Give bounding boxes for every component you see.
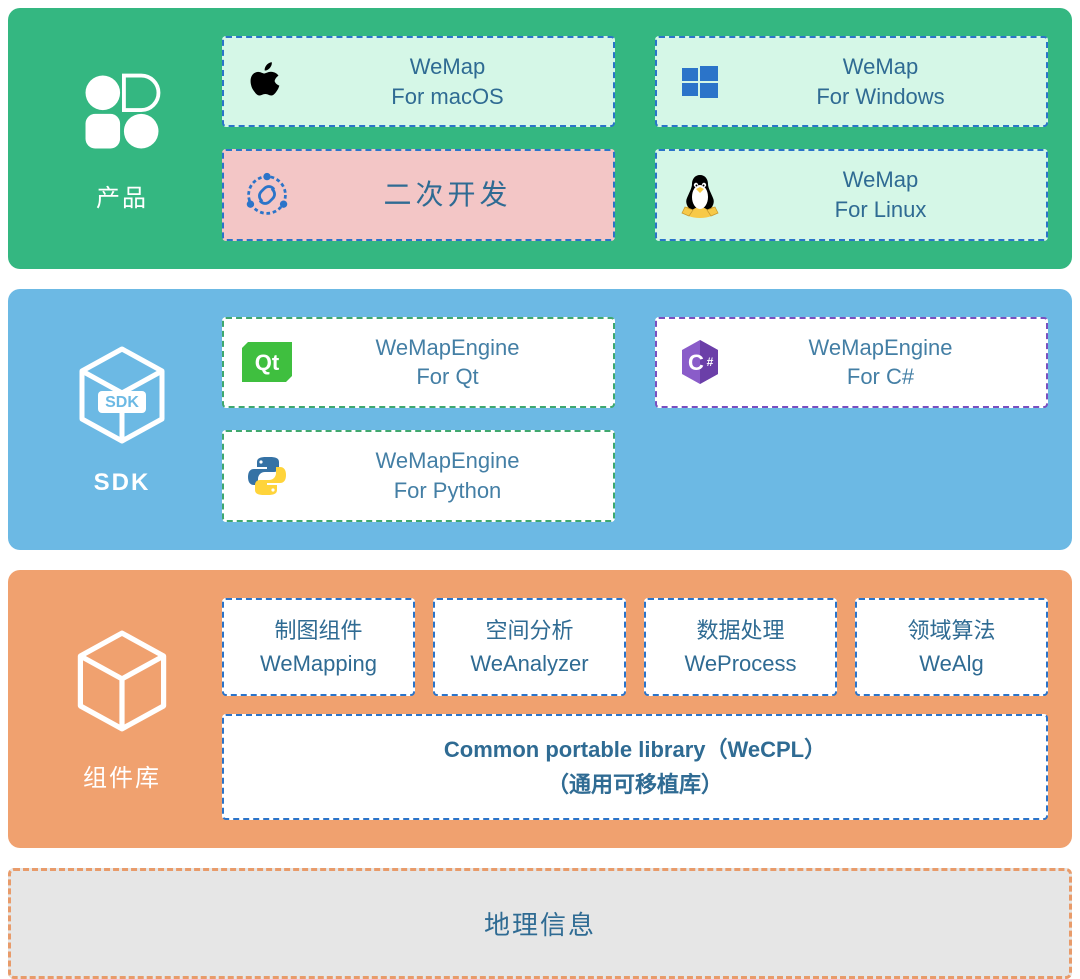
- product-card-text: 二次开发: [300, 176, 595, 214]
- sdk-card-text: WeMapEngine For Qt: [300, 333, 595, 392]
- component-wealg: 领域算法 WeAlg: [855, 598, 1048, 696]
- csharp-icon: C #: [675, 337, 725, 387]
- product-layer-header: 产品: [22, 64, 222, 213]
- components-row: 制图组件 WeMapping 空间分析 WeAnalyzer 数据处理 WePr…: [222, 598, 1048, 696]
- product-card-macos: WeMap For macOS: [222, 36, 615, 127]
- sdk-layer-header: SDK SDK: [22, 341, 222, 497]
- component-weanalyzer: 空间分析 WeAnalyzer: [433, 598, 626, 696]
- python-icon: [242, 451, 292, 501]
- cube-icon: [70, 624, 174, 740]
- components-content: 制图组件 WeMapping 空间分析 WeAnalyzer 数据处理 WePr…: [222, 598, 1048, 820]
- sdk-layer: SDK SDK Qt WeMapEngine For Qt: [8, 289, 1072, 550]
- component-weprocess: 数据处理 WeProcess: [644, 598, 837, 696]
- geoinfo-layer: 地理信息: [8, 868, 1072, 979]
- linux-icon: [675, 170, 725, 220]
- svg-text:SDK: SDK: [105, 394, 139, 411]
- apple-icon: [242, 57, 292, 107]
- product-card-text: WeMap For Windows: [733, 52, 1028, 111]
- svg-text:Qt: Qt: [255, 350, 280, 375]
- sdk-label: SDK: [94, 469, 151, 497]
- sdk-cube-icon: SDK: [72, 341, 172, 451]
- sdk-card-csharp: C # WeMapEngine For C#: [655, 317, 1048, 408]
- product-label: 产品: [96, 178, 148, 213]
- components-layer: 组件库 制图组件 WeMapping 空间分析 WeAnalyzer 数据处理 …: [8, 570, 1072, 848]
- quad-petal-icon: [74, 64, 170, 160]
- product-card-secondary-dev: 二次开发: [222, 149, 615, 240]
- link-icon: [242, 170, 292, 220]
- product-cards: WeMap For macOS WeMap For Windows: [222, 36, 1048, 241]
- sdk-card-qt: Qt WeMapEngine For Qt: [222, 317, 615, 408]
- windows-icon: [675, 57, 725, 107]
- product-card-text: WeMap For Linux: [733, 165, 1028, 224]
- product-layer: 产品 WeMap For macOS: [8, 8, 1072, 269]
- product-card-linux: WeMap For Linux: [655, 149, 1048, 240]
- sdk-cards: Qt WeMapEngine For Qt C # WeMapEngine Fo…: [222, 317, 1048, 522]
- geoinfo-label: 地理信息: [484, 910, 596, 940]
- qt-icon: Qt: [242, 337, 292, 387]
- components-layer-header: 组件库: [22, 624, 222, 793]
- component-wecpl: Common portable library（WeCPL） （通用可移植库）: [222, 714, 1048, 820]
- svg-text:#: #: [707, 355, 714, 369]
- sdk-card-text: WeMapEngine For Python: [300, 446, 595, 505]
- sdk-card-text: WeMapEngine For C#: [733, 333, 1028, 392]
- component-wemapping: 制图组件 WeMapping: [222, 598, 415, 696]
- product-card-windows: WeMap For Windows: [655, 36, 1048, 127]
- sdk-card-python: WeMapEngine For Python: [222, 430, 615, 521]
- components-label: 组件库: [83, 758, 161, 793]
- product-card-text: WeMap For macOS: [300, 52, 595, 111]
- svg-text:C: C: [688, 350, 704, 375]
